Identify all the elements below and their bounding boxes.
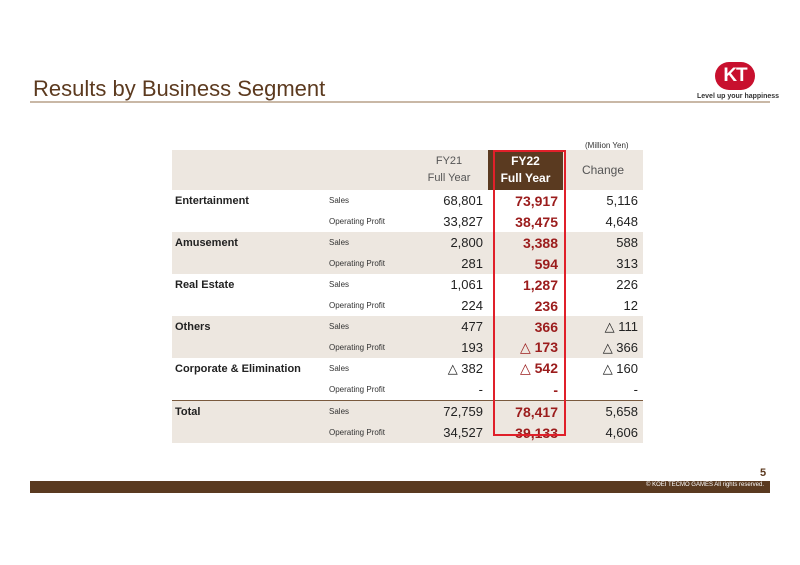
metric-label: Operating Profit xyxy=(329,301,386,310)
fy22-value: 39,133 xyxy=(488,422,563,443)
fy21-value: 68,801 xyxy=(443,193,483,208)
fy22-value: 594 xyxy=(488,253,563,274)
segment-name: Amusement xyxy=(172,232,329,253)
metric-label: Sales xyxy=(329,364,350,373)
table-row: Entertainment Sales 68,801 73,917 5,116 xyxy=(172,190,643,211)
change-value: 313 xyxy=(563,253,643,274)
table-row: Others Sales 477 366 △ 111 xyxy=(172,316,643,337)
page-title: Results by Business Segment xyxy=(33,76,326,101)
fy22-value: 78,417 xyxy=(488,400,563,422)
segment-name xyxy=(172,253,329,274)
header-fy22: FY22 Full Year xyxy=(488,150,563,190)
metric-label: Sales xyxy=(329,280,350,289)
segment-name xyxy=(172,379,329,401)
fy22-value: 3,388 xyxy=(488,232,563,253)
table-row: Operating Profit - - - xyxy=(172,379,643,401)
company-logo: KT Level up your happiness xyxy=(697,62,780,106)
segment-name: Others xyxy=(172,316,329,337)
metric-label: Sales xyxy=(329,316,410,337)
metric-label: Sales xyxy=(329,400,410,422)
logo-mark-text: KT xyxy=(723,65,747,86)
table-row: Operating Profit 281 594 313 xyxy=(172,253,643,274)
segment-name: Corporate & Elimination xyxy=(175,362,301,375)
table-row: Operating Profit 193 △ 173 △ 366 xyxy=(172,337,643,358)
fy21-value: 193 xyxy=(410,337,488,358)
fy21-value: 477 xyxy=(410,316,488,337)
metric-label: Sales xyxy=(329,232,410,253)
metric-label: Operating Profit xyxy=(329,422,410,443)
logo-tagline: Level up your happiness xyxy=(697,93,780,100)
table-row: Operating Profit 224 236 12 xyxy=(172,295,643,316)
fy22-value: 366 xyxy=(488,316,563,337)
fy21-value: 224 xyxy=(461,298,483,313)
segment-name: Total xyxy=(172,400,329,422)
page-number: 5 xyxy=(760,467,767,479)
segment-name xyxy=(172,337,329,358)
title-divider xyxy=(30,101,770,103)
copyright-text: © KOEI TECMO GAMES All rights reserved. xyxy=(645,482,764,488)
fy21-value: 34,527 xyxy=(410,422,488,443)
fy22-value: - xyxy=(553,381,558,398)
fy21-value: △ 382 xyxy=(447,360,483,376)
unit-label: (Million Yen) xyxy=(585,141,629,150)
change-value: 588 xyxy=(563,232,643,253)
metric-label: Operating Profit xyxy=(329,253,410,274)
table-row: Corporate & Elimination Sales △ 382 △ 542 △ … xyxy=(172,358,643,379)
change-value: △ 366 xyxy=(563,337,643,358)
segment-name: Entertainment xyxy=(175,194,249,207)
change-value: 226 xyxy=(616,277,638,292)
metric-label: Sales xyxy=(329,196,350,205)
table-header-row: FY21 Full Year FY22 Full Year Change xyxy=(172,150,643,190)
table-row: Operating Profit 33,827 38,475 4,648 xyxy=(172,211,643,232)
footer-bar: © KOEI TECMO GAMES All rights reserved. xyxy=(30,481,770,493)
fy21-value: 1,061 xyxy=(450,277,483,292)
change-value: △ 160 xyxy=(602,360,638,376)
segment-name: Real Estate xyxy=(175,278,235,291)
table-row: Real Estate Sales 1,061 1,287 226 xyxy=(172,274,643,295)
table-row: Operating Profit 34,527 39,133 4,606 xyxy=(172,422,643,443)
change-value: 5,116 xyxy=(606,193,638,208)
fy21-value: 33,827 xyxy=(443,214,483,229)
change-value: 12 xyxy=(623,298,638,313)
change-value: 5,658 xyxy=(563,400,643,422)
header-change: Change xyxy=(563,150,643,190)
metric-label: Operating Profit xyxy=(329,217,386,226)
change-value: - xyxy=(633,382,638,397)
kt-logo-icon: KT xyxy=(715,62,755,90)
fy21-value: - xyxy=(478,382,483,397)
fy22-value: 236 xyxy=(534,297,558,314)
change-value: △ 111 xyxy=(563,316,643,337)
change-value: 4,606 xyxy=(563,422,643,443)
table-body: Entertainment Sales 68,801 73,917 5,116 Opera… xyxy=(172,190,643,443)
fy21-value: 281 xyxy=(410,253,488,274)
fy22-value: 73,917 xyxy=(515,192,558,209)
fy22-value: 38,475 xyxy=(515,213,558,230)
fy22-value: 1,287 xyxy=(522,276,558,293)
fy22-value: △ 542 xyxy=(519,360,558,376)
table-row: Amusement Sales 2,800 3,388 588 xyxy=(172,232,643,253)
segment-name xyxy=(172,211,329,232)
metric-label: Operating Profit xyxy=(329,337,410,358)
table-row: Total Sales 72,759 78,417 5,658 xyxy=(172,400,643,422)
metric-label: Operating Profit xyxy=(329,385,386,394)
fy21-value: 72,759 xyxy=(410,400,488,422)
segment-name xyxy=(172,422,329,443)
segment-name xyxy=(172,295,329,316)
fy22-value: △ 173 xyxy=(488,337,563,358)
change-value: 4,648 xyxy=(605,214,638,229)
segment-results-table: FY21 Full Year FY22 Full Year Change Enter… xyxy=(172,150,643,443)
header-blank-1 xyxy=(172,150,329,190)
header-fy21: FY21 Full Year xyxy=(410,150,488,190)
header-blank-2 xyxy=(329,150,410,190)
fy21-value: 2,800 xyxy=(410,232,488,253)
